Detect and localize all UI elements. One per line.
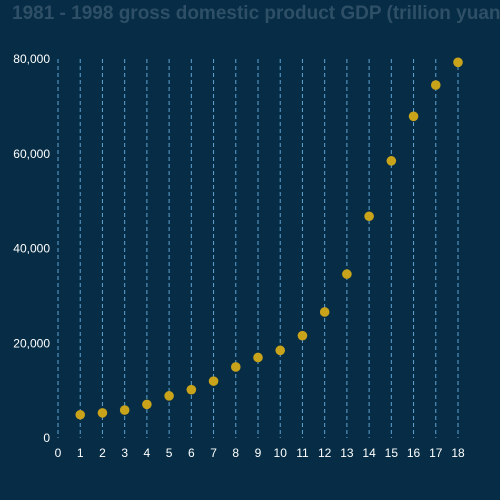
x-tick-label: 18 xyxy=(451,446,465,460)
x-tick-label: 15 xyxy=(385,446,399,460)
x-tick-label: 5 xyxy=(166,446,173,460)
data-point[interactable] xyxy=(430,80,441,90)
data-point[interactable] xyxy=(164,391,174,401)
x-tick-label: 11 xyxy=(296,446,309,460)
data-point[interactable] xyxy=(97,408,108,418)
x-tick-label: 12 xyxy=(318,446,332,460)
x-axis-ticks: 0 1 2 3 4 5 6 7 8 9 10 11 12 13 14 15 16 17 18 xyxy=(55,446,465,460)
x-tick-label: 14 xyxy=(362,446,376,460)
x-tick-label: 3 xyxy=(121,446,128,460)
data-point[interactable] xyxy=(230,362,241,372)
x-tick-label: 1 xyxy=(77,446,84,460)
data-point[interactable] xyxy=(75,409,86,420)
y-tick-label: 20,000 xyxy=(13,336,50,350)
x-tick-label: 16 xyxy=(407,446,421,460)
x-tick-label: 2 xyxy=(99,446,106,460)
data-point[interactable] xyxy=(142,399,152,410)
x-tick-label: 13 xyxy=(340,446,354,460)
data-point[interactable] xyxy=(119,405,130,415)
x-tick-label: 7 xyxy=(210,446,217,460)
x-tick-label: 17 xyxy=(429,446,443,460)
data-point[interactable] xyxy=(253,352,263,363)
data-point[interactable] xyxy=(319,307,330,317)
data-point[interactable] xyxy=(186,384,197,395)
x-tick-label: 4 xyxy=(144,446,151,460)
x-tick-label: 6 xyxy=(188,446,195,460)
data-point[interactable] xyxy=(342,269,352,279)
x-tick-label: 8 xyxy=(232,446,239,460)
data-point[interactable] xyxy=(275,345,286,356)
data-points xyxy=(75,57,463,420)
x-tick-label: 9 xyxy=(255,446,262,460)
data-point[interactable] xyxy=(408,111,419,122)
data-point[interactable] xyxy=(297,330,308,341)
data-point[interactable] xyxy=(208,376,219,386)
y-tick-label: 40,000 xyxy=(13,242,50,256)
chart-title: 1981 - 1998 gross domestic product GDP (… xyxy=(12,3,500,24)
data-point[interactable] xyxy=(453,57,463,68)
y-tick-label: 80,000 xyxy=(13,52,50,66)
y-tick-label: 0 xyxy=(43,431,50,445)
y-tick-label: 60,000 xyxy=(13,147,50,161)
x-tick-label: 0 xyxy=(55,446,62,460)
y-axis-ticks: 0 20,000 40,000 60,000 80,000 xyxy=(13,52,50,445)
grid-lines xyxy=(57,59,459,438)
data-point[interactable] xyxy=(364,211,374,222)
x-tick-label: 10 xyxy=(274,446,288,460)
data-point[interactable] xyxy=(386,156,397,166)
